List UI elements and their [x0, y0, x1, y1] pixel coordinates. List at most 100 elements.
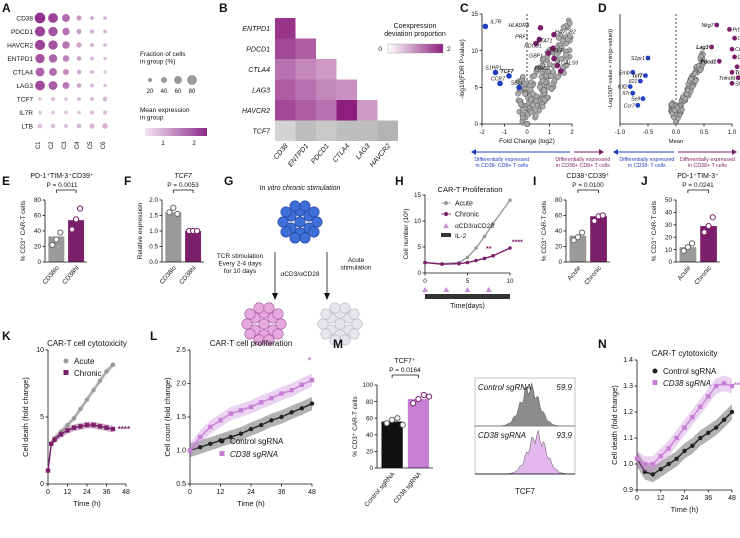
down-point	[630, 69, 636, 75]
cluster-label-C4: C4	[75, 141, 81, 149]
y-axis-label: % CD3⁺ CAR-T cells	[20, 200, 27, 261]
y-tick-label: 80	[555, 197, 563, 204]
volcano-point	[548, 85, 555, 92]
up-point	[732, 35, 737, 41]
y-axis-label: Cell death (fold change)	[610, 385, 619, 465]
x-tick-label: 24	[247, 489, 255, 496]
panel-label-H: H	[395, 174, 404, 188]
scatter-point	[668, 101, 674, 107]
dot-ENTPD1-C2	[48, 54, 58, 63]
gene-annotation: CCL3	[549, 48, 562, 54]
x-tick-label: -0.5	[643, 130, 654, 136]
legend-label: CD38 sgRNA	[230, 450, 278, 459]
point-CD38 sgRNA	[289, 388, 294, 393]
y-tick-label: 40	[665, 210, 673, 217]
legend-marker	[219, 451, 225, 456]
down-point	[645, 55, 651, 61]
point-Chronic	[491, 254, 495, 258]
point-Control sgRNA	[279, 414, 284, 420]
dot-LTB-C6	[102, 123, 108, 129]
dot-CD38-C4	[76, 15, 82, 21]
row-gene-TCF7: TCF7	[253, 128, 272, 135]
dot-CTLA4-C4	[76, 69, 82, 75]
cell-cluster-naive	[280, 226, 292, 238]
gene-annotation: Emb	[619, 70, 630, 76]
significance-stars: ****	[512, 239, 523, 246]
p-value: P = 0.0164	[389, 367, 421, 374]
volcano-point	[567, 20, 573, 27]
replicate-dot	[425, 393, 433, 400]
heatmap-cell	[316, 59, 337, 80]
up-point	[545, 50, 552, 56]
dot-TCF7-C4	[76, 96, 82, 102]
scatter-point	[692, 71, 698, 77]
gene-annotation: SELL	[511, 81, 524, 87]
dot-TCF7-C5	[89, 96, 95, 102]
x-tick-label: 12	[657, 495, 665, 502]
cell-cluster-chronic	[244, 308, 256, 320]
point-Chronic	[71, 425, 77, 430]
y-tick-label: 2.5	[176, 347, 186, 354]
dot-LTB-C3	[63, 123, 69, 129]
panel-label-M: M	[333, 337, 343, 351]
volcano-point	[515, 90, 521, 97]
point-CD38 sgRNA	[666, 446, 671, 451]
point-Control sgRNA	[248, 426, 254, 432]
point-Acute	[465, 255, 470, 260]
replicate-dot	[193, 227, 201, 235]
gene-annotation: Ccl4	[738, 36, 740, 42]
dot-ENTPD1-C4	[76, 56, 82, 61]
y-tick-label: 10	[414, 218, 422, 225]
legend-marker	[219, 438, 225, 444]
up-point	[729, 69, 735, 75]
x-axis-label: Time (h)	[237, 499, 265, 508]
dot-CD38-C6	[103, 16, 107, 20]
volcano-point	[563, 62, 570, 69]
scatter-point	[672, 119, 678, 125]
y-tick-label: 5	[40, 414, 44, 421]
gene-annotation: STAT1	[537, 39, 552, 45]
x-tick-label: 0	[635, 495, 639, 502]
point-CD38 sgRNA	[642, 461, 648, 467]
x-tick-label: 10	[506, 278, 514, 285]
legend-mean-tick: 2	[192, 141, 196, 147]
y-axis-label: % CD3⁺ CAR-T cells	[352, 396, 359, 457]
point-Acute	[508, 198, 512, 202]
gene-annotation: PDCD1	[524, 43, 542, 49]
y-tick-label: 2.0	[176, 381, 186, 388]
legend-bar	[441, 233, 451, 237]
histogram-label: Control sgRNA	[478, 383, 531, 392]
y-tick-label: 20	[665, 234, 673, 241]
histogram-label: CD38 sgRNA	[478, 431, 526, 440]
arrow-left-text: Differentially expressed in CD38- CD8+ T …	[474, 157, 529, 169]
dot-CTLA4-C2	[49, 68, 57, 76]
legend-marker	[63, 358, 69, 364]
panel-title: CAR-T cell proliferation	[210, 339, 293, 348]
cell-cluster-chronic	[241, 318, 253, 330]
x-axis-label: Time (h)	[671, 505, 699, 514]
y-axis-label: -log10(FDR P-value)	[459, 39, 466, 99]
gene-annotation: Nkg7	[701, 23, 714, 29]
point-CD38 sgRNA	[706, 394, 711, 399]
point-Control sgRNA	[666, 461, 671, 467]
significance-stars: **	[486, 246, 492, 253]
y-tick-label: 1.1	[623, 435, 633, 442]
point-Acute	[491, 221, 495, 226]
replicate-dot	[170, 204, 177, 211]
text-line: Differentially expressed	[474, 157, 529, 163]
volcano-point	[560, 24, 567, 31]
panel-label-J: J	[641, 174, 648, 188]
dot-LTB-C4	[76, 123, 82, 129]
dot-CTLA4-C3	[62, 68, 70, 76]
ribbon-CD38 sgRNA	[637, 375, 732, 472]
text-line: Every 2-4 days	[218, 260, 262, 267]
y-axis-label: % CD3⁺ CAR-T cells	[541, 200, 548, 261]
legend-label: Acute	[455, 201, 473, 208]
cell-cluster-naive	[311, 216, 323, 228]
y-tick-label: 15	[414, 192, 422, 199]
replicate-dot	[389, 416, 396, 423]
cell-cluster-naive	[294, 216, 306, 228]
gene-label-ENTPD1: ENTPD1	[7, 56, 33, 63]
text-line: Mean expression	[140, 107, 190, 114]
x-tick-label: 0.0	[672, 130, 681, 136]
